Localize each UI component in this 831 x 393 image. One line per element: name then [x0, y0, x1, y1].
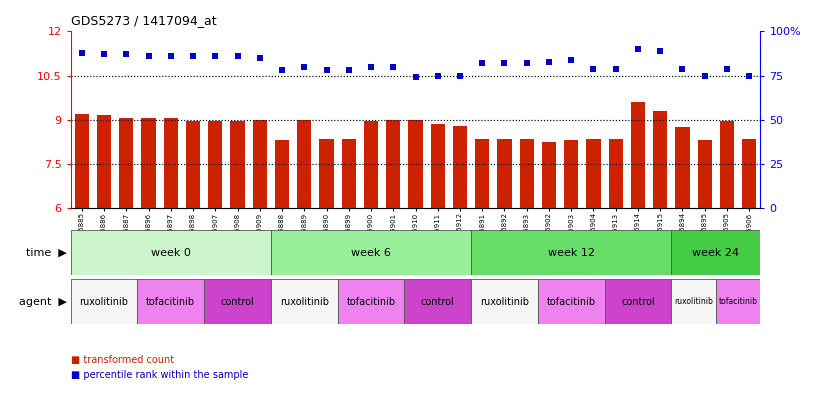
Bar	[430, 124, 445, 208]
Text: ■ percentile rank within the sample: ■ percentile rank within the sample	[71, 370, 248, 380]
Bar	[271, 230, 471, 275]
Bar	[542, 142, 556, 208]
Bar	[405, 279, 471, 324]
Bar	[271, 279, 337, 324]
Point	[164, 53, 177, 59]
Bar	[137, 279, 204, 324]
Point	[142, 53, 155, 59]
Text: GDS5273 / 1417094_at: GDS5273 / 1417094_at	[71, 15, 216, 28]
Bar	[519, 139, 534, 208]
Point	[498, 60, 511, 66]
Bar	[337, 279, 405, 324]
Bar	[408, 120, 423, 208]
Bar	[253, 120, 267, 208]
Bar	[453, 126, 467, 208]
Point	[654, 48, 667, 54]
Text: ruxolitinib: ruxolitinib	[480, 297, 529, 307]
Point	[454, 72, 467, 79]
Bar	[71, 230, 271, 275]
Text: week 0: week 0	[150, 248, 190, 257]
Text: time  ▶: time ▶	[26, 248, 66, 257]
Point	[231, 53, 244, 59]
Point	[97, 51, 111, 58]
Point	[409, 74, 422, 81]
Bar	[497, 139, 512, 208]
Bar	[119, 118, 134, 208]
Bar	[275, 140, 289, 208]
Point	[743, 72, 756, 79]
Bar	[319, 139, 334, 208]
Point	[520, 60, 534, 66]
Bar	[386, 120, 401, 208]
Point	[698, 72, 711, 79]
Bar	[471, 230, 671, 275]
Point	[587, 65, 600, 72]
Text: ruxolitinib: ruxolitinib	[80, 297, 129, 307]
Bar	[720, 121, 735, 208]
Point	[320, 67, 333, 73]
Bar	[96, 116, 111, 208]
Bar	[75, 114, 89, 208]
Point	[120, 51, 133, 58]
Bar	[538, 279, 605, 324]
Bar	[230, 121, 245, 208]
Bar	[653, 111, 667, 208]
Bar	[164, 118, 178, 208]
Point	[431, 72, 445, 79]
Text: ruxolitinib: ruxolitinib	[280, 297, 329, 307]
Point	[186, 53, 199, 59]
Text: week 12: week 12	[548, 248, 595, 257]
Bar	[608, 139, 623, 208]
Text: tofacitinib: tofacitinib	[719, 297, 758, 306]
Point	[543, 58, 556, 64]
Point	[386, 64, 400, 70]
Point	[632, 46, 645, 52]
Text: control: control	[420, 297, 455, 307]
Point	[253, 55, 267, 61]
Point	[609, 65, 622, 72]
Text: tofacitinib: tofacitinib	[146, 297, 195, 307]
Bar	[671, 279, 715, 324]
Text: tofacitinib: tofacitinib	[547, 297, 596, 307]
Bar	[342, 139, 356, 208]
Bar	[715, 279, 760, 324]
Bar	[364, 121, 378, 208]
Point	[342, 67, 356, 73]
Bar	[631, 102, 645, 208]
Point	[297, 64, 311, 70]
Point	[275, 67, 288, 73]
Bar	[605, 279, 671, 324]
Bar	[208, 121, 223, 208]
Bar	[141, 118, 155, 208]
Bar	[186, 121, 200, 208]
Point	[75, 50, 88, 56]
Point	[475, 60, 489, 66]
Point	[720, 65, 734, 72]
Text: ruxolitinib: ruxolitinib	[674, 297, 713, 306]
Bar	[297, 120, 312, 208]
Point	[364, 64, 377, 70]
Bar	[671, 230, 760, 275]
Bar	[471, 279, 538, 324]
Bar	[204, 279, 271, 324]
Text: week 24: week 24	[692, 248, 740, 257]
Point	[676, 65, 689, 72]
Text: week 6: week 6	[351, 248, 391, 257]
Text: ■ transformed count: ■ transformed count	[71, 354, 174, 365]
Bar	[71, 279, 137, 324]
Point	[564, 57, 578, 63]
Point	[209, 53, 222, 59]
Bar	[586, 139, 601, 208]
Bar	[697, 140, 712, 208]
Bar	[564, 140, 578, 208]
Text: control: control	[220, 297, 254, 307]
Bar	[475, 139, 489, 208]
Text: control: control	[621, 297, 655, 307]
Bar	[676, 127, 690, 208]
Text: agent  ▶: agent ▶	[18, 297, 66, 307]
Text: tofacitinib: tofacitinib	[347, 297, 396, 307]
Bar	[742, 139, 756, 208]
